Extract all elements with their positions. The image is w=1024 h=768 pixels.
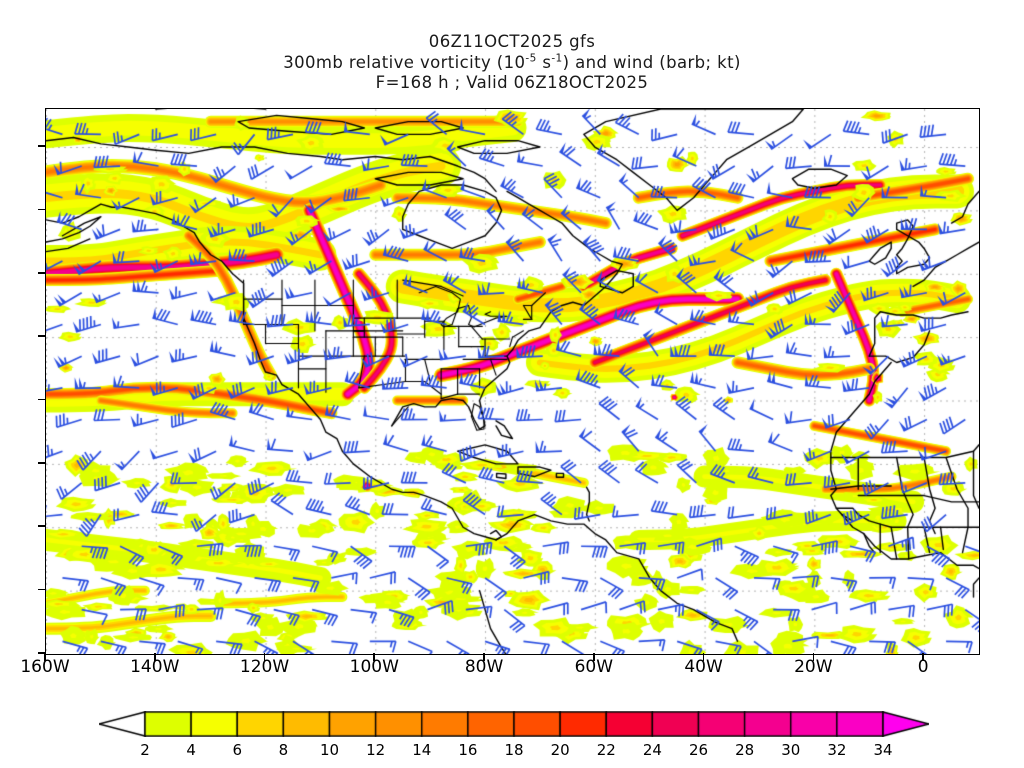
colorbar-tick-label: 30: [781, 741, 801, 759]
x-axis-tick: [593, 653, 595, 661]
colorbar-tick-label: 24: [642, 741, 662, 759]
x-axis-tick: [373, 653, 376, 661]
x-axis-label: 40W: [684, 657, 723, 677]
colorbar-tick-label: 8: [278, 741, 289, 759]
x-axis-label: 20W: [794, 657, 833, 677]
colorbar-tick-label: 32: [827, 741, 847, 759]
x-axis-tick: [483, 653, 485, 661]
title-variable-pre: 300mb relative vorticity (10: [283, 52, 526, 72]
y-axis-tick: [38, 588, 46, 591]
colorbar: [99, 711, 929, 737]
colorbar-tick-label: 2: [140, 741, 150, 759]
y-axis-tick: [38, 145, 46, 147]
title-line-valid: F=168 h ; Valid 06Z18OCT2025: [375, 73, 649, 92]
y-axis-tick: [38, 398, 46, 401]
x-axis-tick: [702, 653, 705, 661]
title-exponent-vort: -5: [525, 52, 537, 64]
y-axis-tick: [38, 208, 46, 211]
colorbar-tick-label: 18: [504, 741, 524, 759]
colorbar-tick-label: 6: [232, 741, 243, 759]
x-axis-tick: [812, 653, 815, 661]
x-axis-tick: [922, 653, 924, 661]
title-variable-mid: s: [536, 52, 552, 72]
x-axis-tick: [263, 653, 266, 661]
title-line-model: 06Z11OCT2025 gfs: [428, 32, 596, 51]
x-axis-label: 140W: [130, 657, 180, 677]
y-axis-tick: [38, 652, 46, 654]
x-axis-label: 80W: [464, 657, 504, 677]
colorbar-tick-label: 14: [412, 741, 432, 759]
x-axis-label: 160W: [20, 657, 70, 677]
colorbar-tick-label: 22: [596, 741, 616, 759]
x-axis-tick: [44, 653, 46, 661]
map-plot-area: [45, 108, 980, 655]
colorbar-tick-label: 4: [186, 741, 196, 759]
x-axis-label: 0: [917, 657, 929, 677]
x-axis-label: 120W: [239, 657, 290, 677]
colorbar-tick-label: 34: [873, 741, 893, 759]
x-axis-tick: [153, 653, 156, 661]
y-axis-tick: [38, 525, 46, 528]
vorticity-wind-field-canvas: [46, 109, 979, 654]
colorbar-gradient: [99, 711, 929, 737]
y-axis-tick: [38, 462, 46, 464]
x-axis-label: 100W: [349, 657, 399, 677]
colorbar-tick-label: 26: [688, 741, 709, 759]
y-axis-tick: [38, 271, 46, 274]
title-variable-post: ) and wind (barb; kt): [562, 52, 741, 72]
colorbar-tick-label: 16: [458, 741, 478, 759]
x-axis-label: 60W: [574, 657, 614, 677]
figure-title: 06Z11OCT2025 gfs 300mb relative vorticit…: [0, 32, 1024, 94]
title-line-variable: 300mb relative vorticity (10-5 s-1) and …: [0, 53, 1024, 74]
colorbar-tick-label: 12: [366, 741, 386, 759]
y-axis-tick: [38, 335, 46, 337]
colorbar-tick-labels: 2 4 6 8 10 12 14 16 18 20 22 24 26 28 30 32 34: [0, 741, 1024, 761]
colorbar-tick-label: 28: [735, 741, 755, 759]
colorbar-tick-label: 10: [319, 741, 340, 759]
title-exponent-sec: -1: [551, 52, 563, 64]
colorbar-tick-label: 20: [550, 741, 570, 759]
